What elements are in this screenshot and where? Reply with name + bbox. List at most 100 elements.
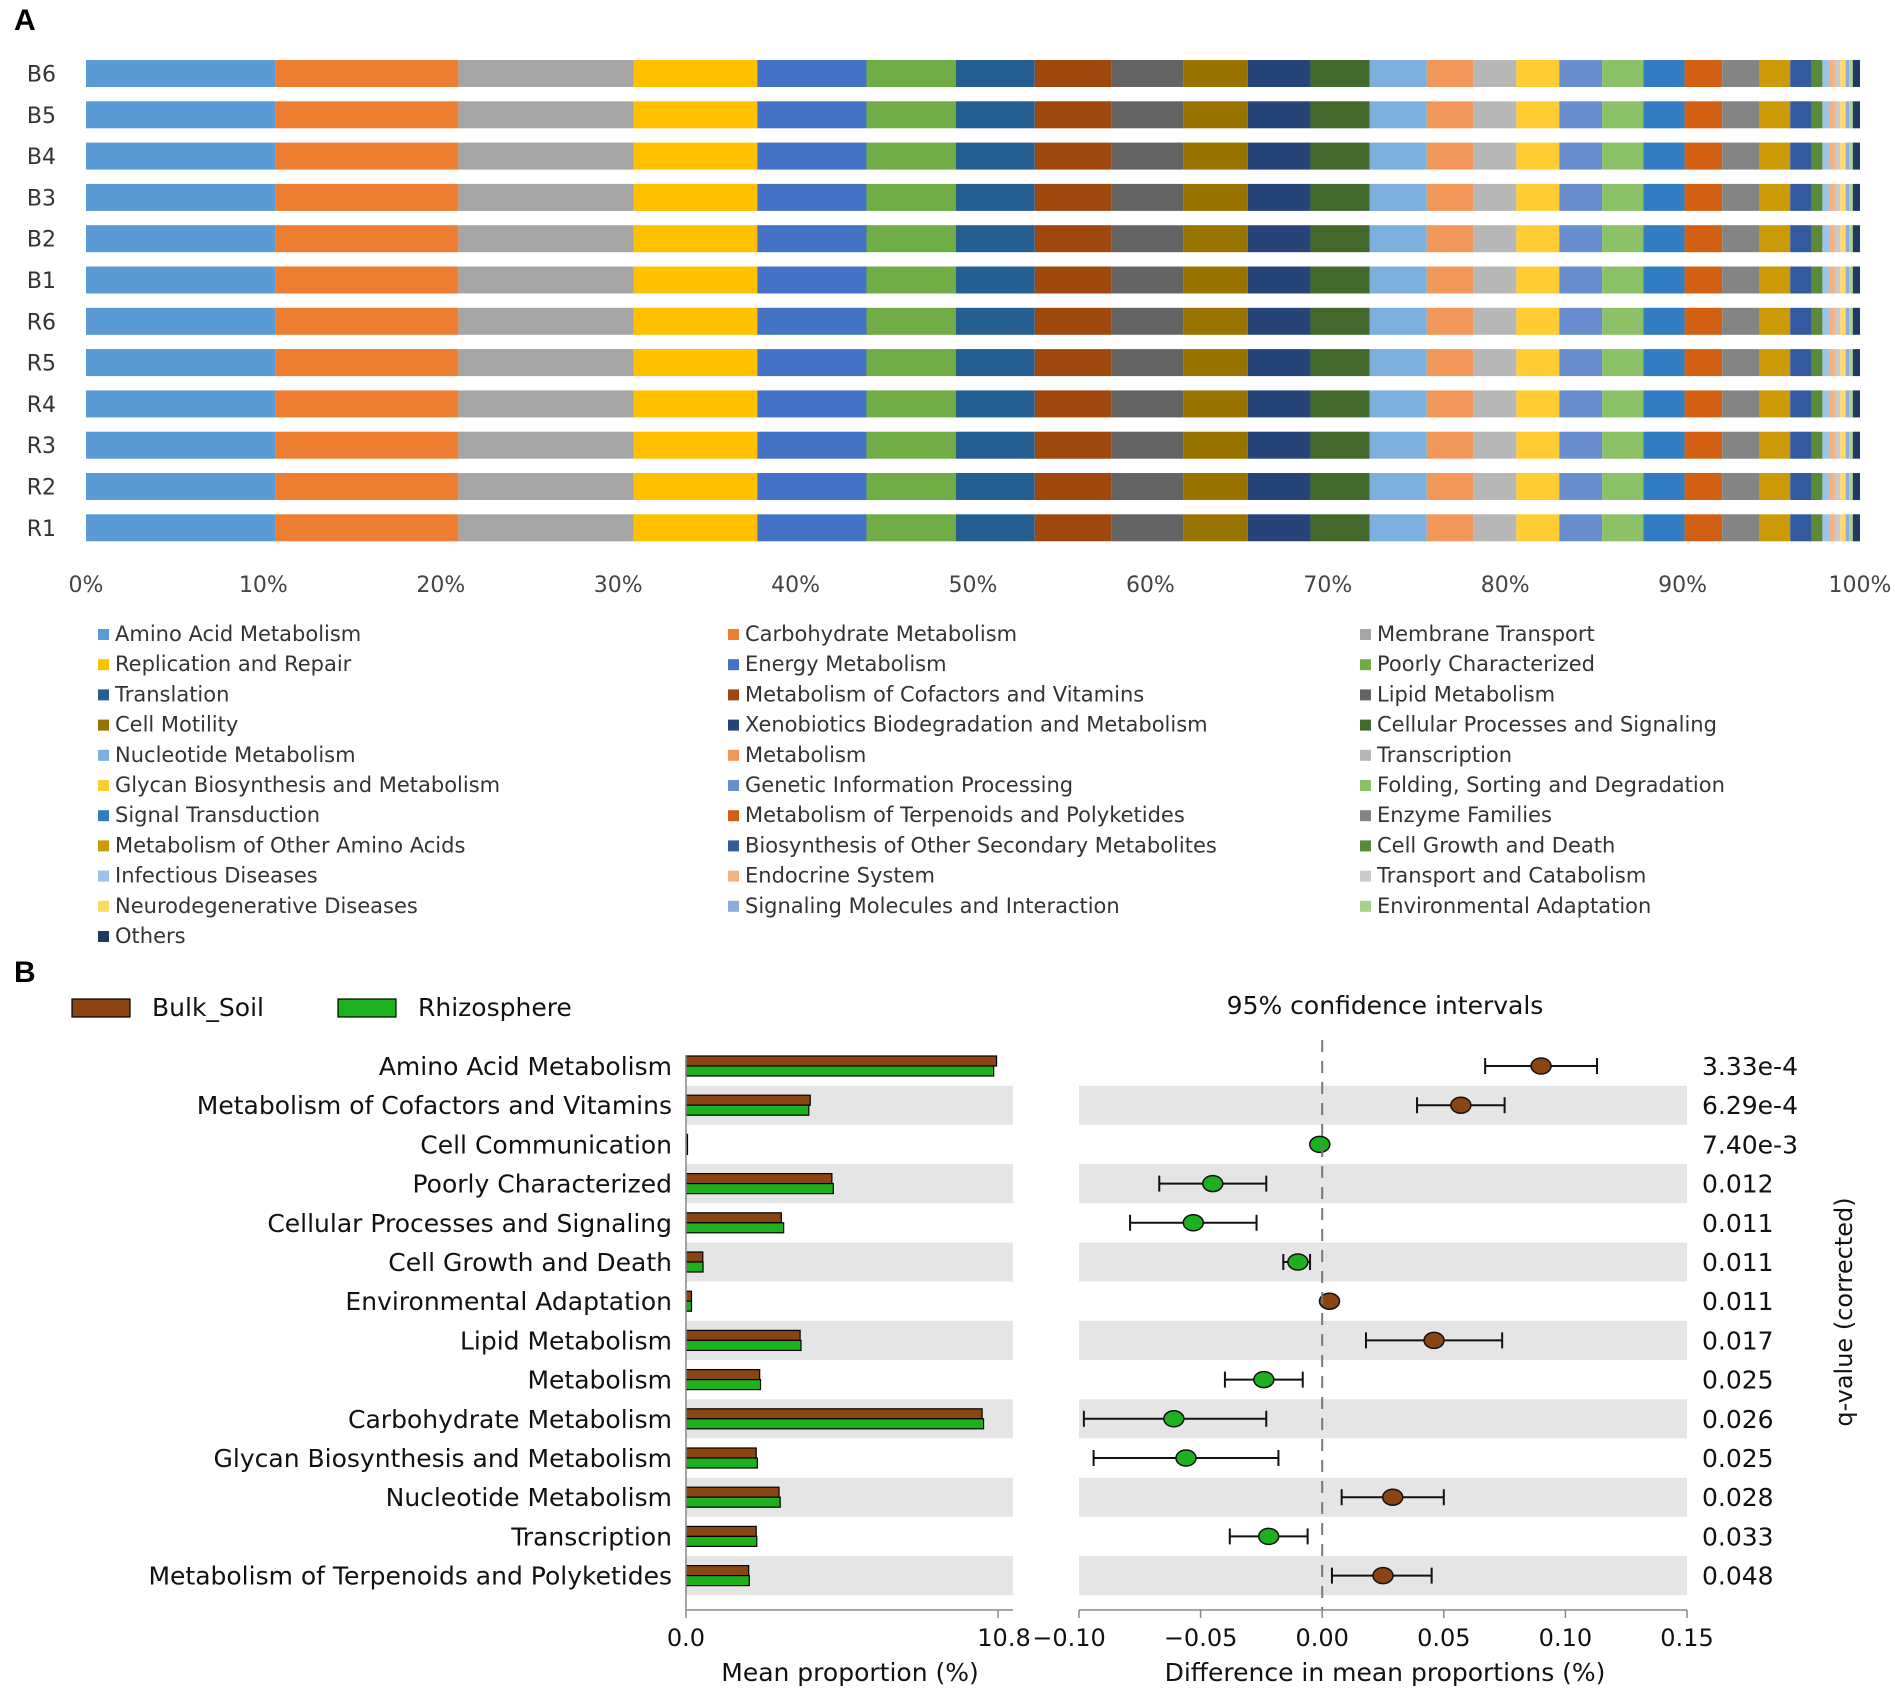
- bar-segment-b5-energy-metabolism: [757, 101, 867, 129]
- bar-segment-r4-metabolism: [1426, 390, 1474, 418]
- bar-segment-b2-translation: [955, 225, 1035, 253]
- bar-segment-b1-metabolism-of-other-amino-acids: [1759, 266, 1791, 294]
- bar-segment-r3-transcription: [1473, 431, 1517, 459]
- bar-segment-b2-transcription: [1473, 225, 1517, 253]
- bar-segment-b6-signaling-molecules-and-interaction: [1845, 60, 1850, 87]
- bar-segment-b1-cellular-processes-and-signaling: [1310, 266, 1370, 294]
- bar-segment-b3-translation: [955, 183, 1035, 211]
- bar-segment-r5-glycan-biosynthesis-and-metabolism: [1516, 349, 1560, 377]
- legend-swatch-signaling-molecules-and-interaction: [728, 900, 739, 912]
- bar-segment-r5-transcription: [1473, 349, 1517, 377]
- bar-segment-r4-replication-and-repair: [633, 390, 758, 418]
- panel-b-row-bands: [686, 1085, 1687, 1596]
- bar-segment-r5-replication-and-repair: [633, 349, 758, 377]
- bar-segment-b4-biosynthesis-of-other-secondary-metabolites: [1790, 142, 1812, 170]
- bar-segment-r4-nucleotide-metabolism: [1369, 390, 1427, 418]
- sample-label-r5: R5: [27, 352, 56, 377]
- legend-swatch-endocrine-system: [728, 870, 739, 882]
- bar-segment-r6-lipid-metabolism: [1111, 307, 1184, 335]
- rhizosphere-bar-metabolism-of-cofactors-and-vitamins: [685, 1104, 810, 1116]
- bulk-soil-bar-cellular-processes-and-signaling: [685, 1212, 782, 1224]
- bar-segment-r5-metabolism-of-terpenoids-and-polyketides: [1684, 349, 1723, 377]
- legend-label-others: Others: [115, 924, 186, 948]
- bar-segment-r1-transport-and-catabolism: [1834, 514, 1841, 542]
- bar-segment-r4-cell-motility: [1183, 390, 1248, 418]
- bar-segment-b2-folding-sorting-and-degradation: [1602, 225, 1644, 253]
- legend-swatch-lipid-metabolism: [1360, 689, 1371, 701]
- bulk-soil-bar-metabolism: [685, 1368, 761, 1381]
- bar-segment-b5-replication-and-repair: [633, 101, 758, 129]
- bar-segment-r2-transport-and-catabolism: [1834, 473, 1841, 500]
- bar-segment-b4-others: [1852, 142, 1860, 170]
- bar-segment-r2-signal-transduction: [1643, 473, 1685, 500]
- bar-segment-r3-signaling-molecules-and-interaction: [1845, 431, 1850, 459]
- bar-segment-r3-energy-metabolism: [757, 431, 867, 459]
- bar-segment-b5-cellular-processes-and-signaling: [1310, 101, 1370, 129]
- bulk-soil-bar-transcription: [685, 1525, 757, 1538]
- x-tick-label: 80%: [1481, 573, 1530, 598]
- bar-segment-r1-neurodegenerative-diseases: [1840, 514, 1846, 542]
- bar-segment-b3-cell-growth-and-death: [1811, 183, 1823, 211]
- bar-segment-r3-neurodegenerative-diseases: [1840, 431, 1846, 459]
- bar-segment-b5-transcription: [1473, 101, 1517, 129]
- legend-label-cellular-processes-and-signaling: Cellular Processes and Signaling: [1377, 713, 1717, 737]
- bar-segment-b6-xenobiotics-biodegradation-and-metabolism: [1247, 60, 1311, 87]
- bar-segment-r2-endocrine-system: [1829, 473, 1835, 500]
- bar-segment-b1-translation: [955, 266, 1035, 294]
- bar-segment-r6-others: [1852, 307, 1860, 335]
- bar-segment-b5-genetic-information-processing: [1559, 101, 1603, 129]
- bar-segment-r6-environmental-adaptation: [1849, 307, 1853, 335]
- bar-segment-b1-transport-and-catabolism: [1834, 266, 1841, 294]
- bar-segment-b6-cellular-processes-and-signaling: [1310, 60, 1370, 87]
- bar-segment-r4-metabolism-of-other-amino-acids: [1759, 390, 1791, 418]
- ci-title: 95% confidence intervals: [1227, 991, 1544, 1020]
- bar-segment-r1-folding-sorting-and-degradation: [1602, 514, 1644, 542]
- legend-label-replication-and-repair: Replication and Repair: [115, 652, 352, 676]
- bar-segment-r6-genetic-information-processing: [1559, 307, 1603, 335]
- bar-segment-b5-membrane-transport: [458, 101, 634, 129]
- bar-segment-r2-poorly-characterized: [866, 473, 956, 500]
- bar-segment-r5-nucleotide-metabolism: [1369, 349, 1427, 377]
- bar-segment-r3-nucleotide-metabolism: [1369, 431, 1427, 459]
- bar-segment-b4-replication-and-repair: [633, 142, 758, 170]
- bar-segment-b5-signal-transduction: [1643, 101, 1685, 129]
- bar-segment-r1-enzyme-families: [1722, 514, 1760, 542]
- bar-segment-r6-folding-sorting-and-degradation: [1602, 307, 1644, 335]
- bar-segment-r2-nucleotide-metabolism: [1369, 473, 1427, 500]
- legend-label-enzyme-families: Enzyme Families: [1377, 803, 1552, 827]
- bar-segment-b5-metabolism-of-other-amino-acids: [1759, 101, 1791, 129]
- panel-b-confidence-intervals: 3.33e-4 6.29e-4 7.40e-3 0.012 0.011 0.011 0.01…: [1082, 1052, 1798, 1591]
- bar-segment-b5-biosynthesis-of-other-secondary-metabolites: [1790, 101, 1812, 129]
- bar-segment-b5-cell-motility: [1183, 101, 1248, 129]
- bar-segment-r2-metabolism-of-other-amino-acids: [1759, 473, 1791, 500]
- bar-segment-r2-energy-metabolism: [757, 473, 867, 500]
- bar-segment-b1-lipid-metabolism: [1111, 266, 1184, 294]
- bar-segment-r4-poorly-characterized: [866, 390, 956, 418]
- bar-segment-r3-signal-transduction: [1643, 431, 1685, 459]
- bar-segment-b5-lipid-metabolism: [1111, 101, 1184, 129]
- legend-swatch-transcription: [1360, 749, 1371, 761]
- diff-point-metabolism: [1253, 1370, 1275, 1389]
- bar-segment-r6-neurodegenerative-diseases: [1840, 307, 1846, 335]
- feature-label-amino-acid-metabolism: Amino Acid Metabolism: [379, 1052, 672, 1081]
- bar-segment-r1-environmental-adaptation: [1849, 514, 1853, 542]
- bar-segment-r5-endocrine-system: [1829, 349, 1835, 377]
- legend-swatch-metabolism-of-cofactors-and-vitamins: [728, 689, 739, 701]
- bar-segment-r1-lipid-metabolism: [1111, 514, 1184, 542]
- bar-segment-b1-energy-metabolism: [757, 266, 867, 294]
- bar-segment-r5-metabolism-of-cofactors-and-vitamins: [1034, 349, 1112, 377]
- legend-swatch-enzyme-families: [1360, 810, 1371, 822]
- q-value-metabolism: 0.025: [1702, 1366, 1774, 1395]
- bar-segment-r5-carbohydrate-metabolism: [275, 349, 459, 377]
- legend-label-transport-and-catabolism: Transport and Catabolism: [1376, 864, 1646, 888]
- bar-segment-b4-lipid-metabolism: [1111, 142, 1184, 170]
- bar-segment-r1-poorly-characterized: [866, 514, 956, 542]
- bar-segment-r2-signaling-molecules-and-interaction: [1845, 473, 1850, 500]
- bar-segment-b2-nucleotide-metabolism: [1369, 225, 1427, 253]
- bar-segment-r5-amino-acid-metabolism: [86, 349, 276, 377]
- bar-segment-r4-signaling-molecules-and-interaction: [1845, 390, 1850, 418]
- bar-segment-b6-replication-and-repair: [633, 60, 758, 87]
- bar-segment-b5-transport-and-catabolism: [1834, 101, 1841, 129]
- legend-swatch-energy-metabolism: [728, 659, 739, 671]
- bar-segment-r2-cell-growth-and-death: [1811, 473, 1823, 500]
